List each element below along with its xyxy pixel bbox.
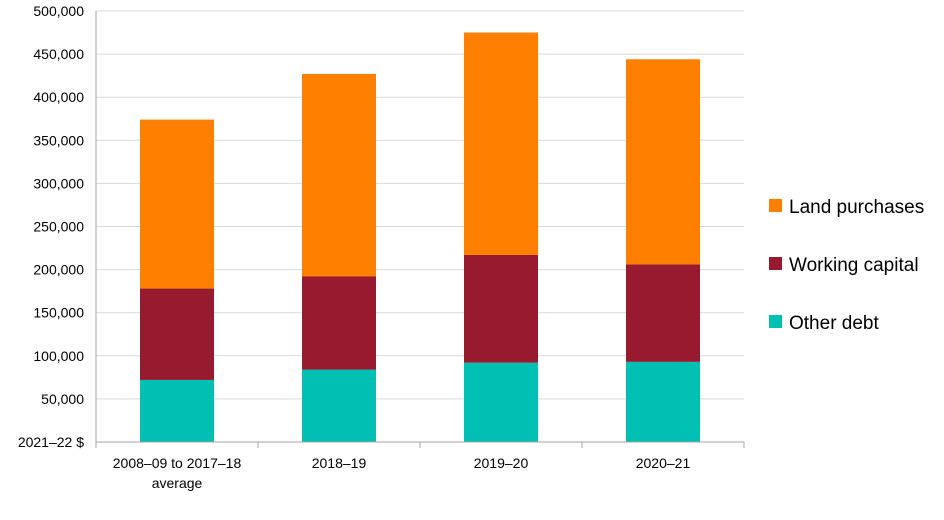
y-axis-unit-label: 2021–22 $ (18, 434, 84, 450)
y-tick-label: 450,000 (33, 46, 84, 62)
y-tick-label: 350,000 (33, 132, 84, 148)
x-tick-label: 2019–20 (474, 455, 529, 471)
bars (140, 32, 700, 442)
y-tick-label: 150,000 (33, 305, 84, 321)
bar-segment-other-debt (302, 369, 376, 442)
bar-segment-other-debt (626, 361, 700, 442)
bar-segment-working-capital (626, 264, 700, 362)
x-axis-tick-labels: 2008–09 to 2017–18 average 2018–19 2019–20 2… (113, 455, 691, 491)
y-tick-label: 500,000 (33, 3, 84, 19)
y-tick-label: 200,000 (33, 262, 84, 278)
bar-segment-land-purchases (140, 119, 214, 289)
legend-swatch-land-purchases (769, 199, 782, 212)
y-tick-label: 100,000 (33, 348, 84, 364)
bar-segment-other-debt (140, 379, 214, 442)
legend-label-other-debt: Other debt (789, 313, 879, 334)
bar-segment-working-capital (302, 276, 376, 370)
bar-segment-land-purchases (626, 59, 700, 265)
legend-label-working-capital: Working capital (789, 255, 919, 276)
bar-segment-other-debt (464, 362, 538, 442)
x-tick-label: 2020–21 (636, 455, 691, 471)
y-tick-label: 50,000 (41, 391, 84, 407)
bar-segment-land-purchases (464, 32, 538, 255)
axes (95, 11, 745, 448)
bar-segment-land-purchases (302, 73, 376, 277)
legend: Land purchases Working capital Other debt (769, 197, 924, 334)
y-tick-label: 300,000 (33, 175, 84, 191)
bar-segment-working-capital (140, 288, 214, 380)
x-tick-label: 2018–19 (312, 455, 367, 471)
legend-swatch-other-debt (769, 315, 782, 328)
bar-segment-working-capital (464, 254, 538, 363)
legend-label-land-purchases: Land purchases (789, 197, 924, 218)
x-tick-label: 2008–09 to 2017–18 average (113, 455, 242, 491)
y-tick-label: 400,000 (33, 89, 84, 105)
y-tick-label: 250,000 (33, 219, 84, 235)
y-axis-tick-labels: 2021–22 $ 50,000 100,000 150,000 200,000 250,… (18, 3, 84, 450)
legend-swatch-working-capital (769, 257, 782, 270)
